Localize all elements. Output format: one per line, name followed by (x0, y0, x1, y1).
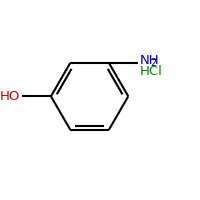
Text: 2: 2 (150, 58, 157, 68)
Text: HCl: HCl (139, 65, 162, 78)
Text: HO: HO (0, 90, 21, 103)
Text: NH: NH (139, 54, 159, 67)
